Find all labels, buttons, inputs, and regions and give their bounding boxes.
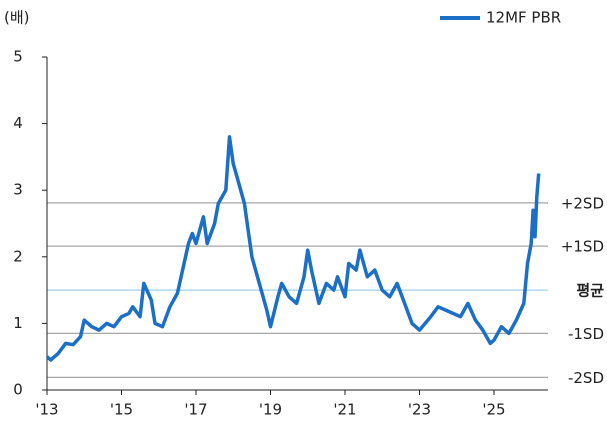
x-tick-label: '13 [35,401,58,419]
y-tick-label: 0 [13,381,23,399]
y-tick-label: 5 [13,48,23,66]
x-tick-label: '25 [482,401,505,419]
x-tick-label: '19 [259,401,282,419]
y-axis-label: (배) [4,9,30,27]
reference-label: -2SD [568,369,604,387]
y-tick-label: 4 [13,114,23,132]
y-tick-label: 1 [13,314,23,332]
series-line [45,135,541,362]
y-tick-label: 2 [13,247,23,265]
y-tick-label: 3 [13,181,23,199]
x-tick-label: '23 [408,401,431,419]
x-tick-label: '21 [333,401,356,419]
reference-label: +2SD [561,194,604,212]
x-tick-label: '17 [184,401,207,419]
reference-label: -1SD [568,325,604,343]
x-tick-label: '15 [110,401,133,419]
legend-label: 12MF PBR [486,9,561,27]
reference-label: 평균 [576,282,604,300]
reference-label: +1SD [561,238,604,256]
